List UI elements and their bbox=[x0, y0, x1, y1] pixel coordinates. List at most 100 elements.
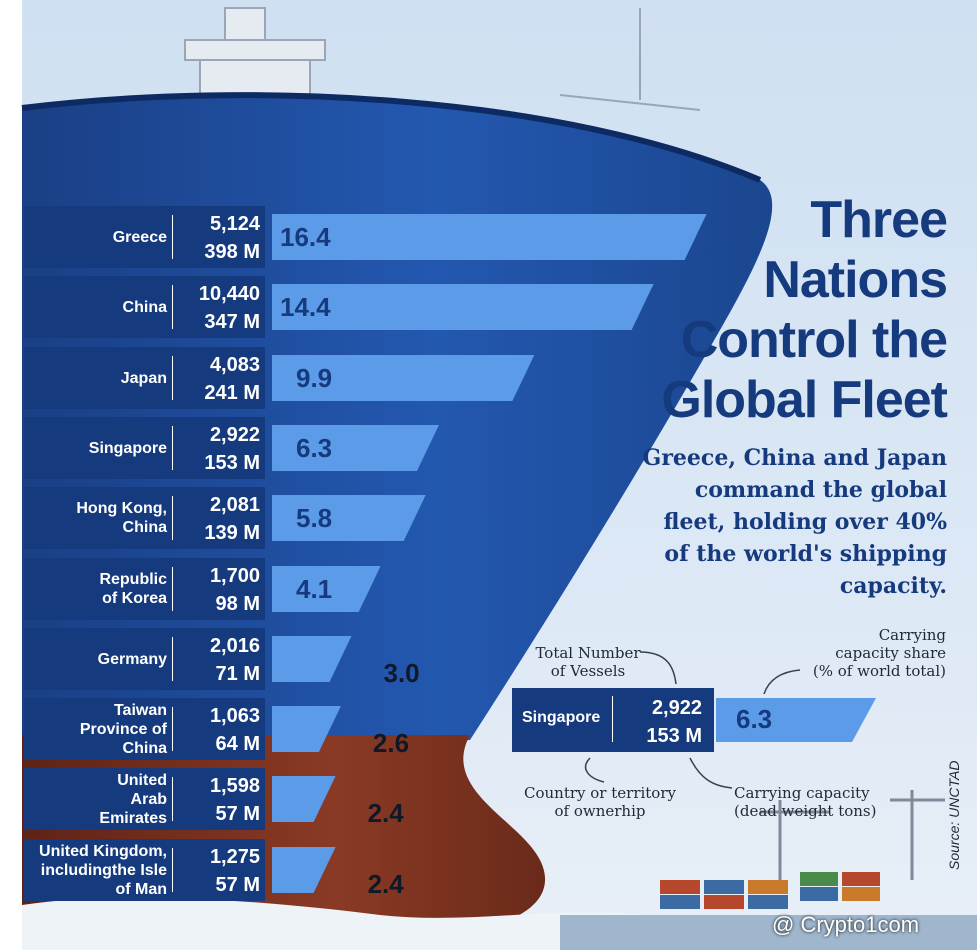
row-capacity-value: 139 M bbox=[204, 522, 260, 544]
container-port bbox=[660, 790, 945, 909]
row-country-text: Taiwan Province of China bbox=[80, 701, 167, 758]
page-subtitle: Greece, China and Japan command the glob… bbox=[642, 445, 947, 599]
row-vessels-value: 1,700 bbox=[209, 565, 260, 587]
bar-series bbox=[272, 214, 707, 893]
row-country-name: Japan bbox=[24, 347, 167, 409]
legend-connector bbox=[584, 757, 605, 783]
row-country-line: Republic bbox=[99, 571, 167, 588]
bar-value-label: 2.6 bbox=[372, 728, 410, 758]
row-country-name: Greece bbox=[24, 206, 167, 268]
bar bbox=[272, 355, 535, 401]
bar-value-label: 9.9 bbox=[296, 363, 333, 393]
left-margin bbox=[0, 0, 22, 950]
row-country-line: Japan bbox=[120, 369, 167, 387]
row-capacity-value: 71 M bbox=[215, 663, 260, 685]
ship-deck-edge bbox=[21, 92, 762, 183]
bar bbox=[272, 284, 654, 330]
row-country-line: Emirates bbox=[99, 809, 167, 827]
legend-connector bbox=[689, 757, 733, 789]
bar bbox=[272, 847, 336, 893]
legend-vessels-value: 2,922 bbox=[651, 697, 702, 719]
row-divider bbox=[172, 356, 173, 400]
bar bbox=[272, 706, 341, 752]
row-capacity-value: 398 M bbox=[204, 241, 260, 263]
row-country-name: Hong Kong, China bbox=[24, 487, 167, 549]
row-capacity-value: 98 M bbox=[215, 593, 260, 615]
row-country-name: Taiwan Province of China bbox=[24, 698, 167, 760]
row-vessels-value: 10,440 bbox=[198, 283, 260, 305]
source-note: Source: UNCTAD bbox=[946, 760, 962, 870]
row-country-line: of Man bbox=[115, 880, 167, 898]
bar bbox=[272, 495, 426, 541]
row-panel bbox=[24, 417, 265, 479]
bar bbox=[272, 566, 381, 612]
row-country-text: Japan bbox=[121, 369, 167, 388]
row-country-text: Singapore bbox=[89, 439, 167, 458]
row-divider bbox=[172, 707, 173, 751]
row-vessels-value: 2,016 bbox=[209, 635, 260, 657]
row-country-name: China bbox=[24, 276, 167, 338]
legend-bar bbox=[716, 698, 876, 742]
row-panel bbox=[24, 768, 265, 830]
row-panel bbox=[24, 839, 265, 901]
row-country-name: Germany bbox=[24, 628, 167, 690]
row-divider bbox=[172, 215, 173, 259]
row-panel bbox=[24, 206, 265, 268]
row-country-line: Province of bbox=[79, 720, 167, 738]
legend-capacity-value: 153 M bbox=[646, 725, 702, 747]
row-country-line: Taiwan bbox=[113, 701, 167, 719]
legend-connector bbox=[763, 669, 801, 695]
row-panel bbox=[24, 487, 265, 549]
row-divider bbox=[172, 777, 173, 821]
legend-dwt: Carrying capacity (dead weight tons) bbox=[734, 784, 877, 820]
bar-value-label: 16.4 bbox=[280, 222, 331, 252]
page-title: Three Nations Control the Global Fleet bbox=[661, 191, 948, 429]
bar bbox=[272, 636, 352, 682]
row-country-text: Greece bbox=[113, 228, 167, 247]
row-country-name: Singapore bbox=[24, 417, 167, 479]
row-country-line: includingthe Isle bbox=[40, 861, 167, 879]
row-country-line: Singapore bbox=[88, 439, 167, 457]
row-country-line: Arab bbox=[130, 790, 167, 808]
row-panel bbox=[24, 347, 265, 409]
row-divider bbox=[172, 848, 173, 892]
row-country-line: Germany bbox=[97, 650, 167, 668]
row-country-text: Republic of Korea bbox=[99, 570, 167, 608]
row-country-text: Hong Kong, China bbox=[76, 499, 167, 537]
bar-value-label: 2.4 bbox=[367, 798, 404, 828]
row-divider bbox=[172, 426, 173, 470]
bar bbox=[272, 776, 336, 822]
row-capacity-value: 57 M bbox=[215, 874, 260, 896]
row-country-line: China bbox=[122, 298, 167, 316]
row-vessels-value: 4,083 bbox=[209, 354, 260, 376]
row-capacity-value: 241 M bbox=[204, 382, 260, 404]
row-capacity-value: 57 M bbox=[215, 803, 260, 825]
row-divider bbox=[172, 567, 173, 611]
row-country-name: United Kingdom, includingthe Isle of Man bbox=[24, 839, 167, 901]
ship-mast bbox=[184, 7, 701, 111]
legend-connector bbox=[639, 651, 677, 685]
row-country-line: Greece bbox=[112, 228, 167, 246]
legend-divider bbox=[612, 696, 613, 742]
bar-value-label: 5.8 bbox=[296, 503, 333, 533]
row-panel bbox=[24, 276, 265, 338]
row-capacity-value: 64 M bbox=[215, 733, 260, 755]
row-vessels-value: 2,922 bbox=[209, 424, 260, 446]
row-capacity-value: 153 M bbox=[204, 452, 260, 474]
row-country-name: United Arab Emirates bbox=[24, 768, 167, 830]
bar-value-label: 6.3 bbox=[296, 433, 333, 463]
row-vessels-value: 2,081 bbox=[209, 494, 260, 516]
bar-value-label: 4.1 bbox=[296, 574, 333, 604]
row-country-text: United Kingdom, includingthe Isle of Man bbox=[39, 842, 167, 899]
sea bbox=[560, 915, 977, 950]
row-country-line: of Korea bbox=[102, 590, 167, 607]
row-panel bbox=[24, 698, 265, 760]
row-country-line: China bbox=[122, 739, 167, 757]
bar bbox=[272, 425, 439, 471]
bar-value-label: 14.4 bbox=[280, 292, 331, 322]
legend-share: Carrying capacity share (% of world tota… bbox=[812, 626, 946, 680]
row-panel bbox=[24, 628, 265, 690]
watermark: @ Crypto1com bbox=[772, 912, 920, 937]
row-vessels-value: 1,275 bbox=[209, 846, 260, 868]
